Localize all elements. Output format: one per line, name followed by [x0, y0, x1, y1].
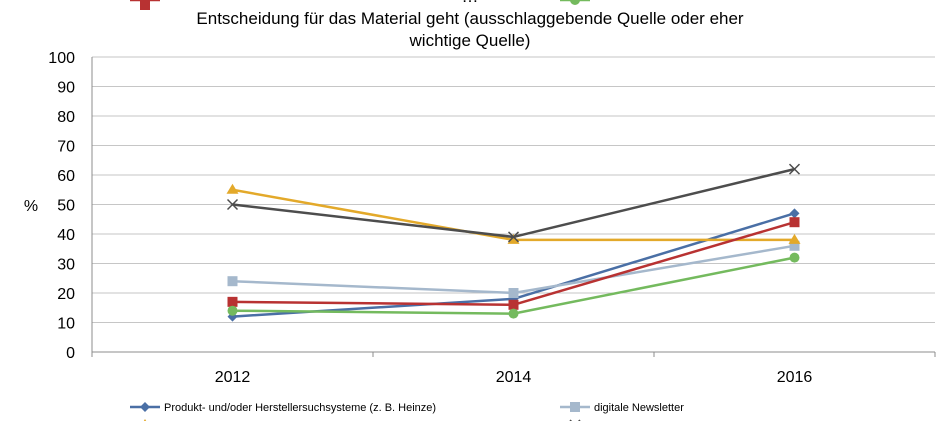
chart-title-line-3: wichtige Quelle)	[409, 31, 531, 50]
y-tick-label-40: 40	[57, 227, 75, 244]
x-marker-stroke	[507, 231, 520, 243]
y-tick-label-70: 70	[57, 139, 75, 156]
series-5-point-2016	[789, 217, 800, 228]
series-1-point-2016	[789, 208, 800, 219]
y-tick-labels: 0 10 20 30 40 50 60 70 80 90 100	[48, 50, 75, 362]
legend-item-2: digitale Newsletter	[560, 402, 684, 414]
y-tick-label-50: 50	[57, 198, 75, 215]
series-4	[226, 163, 801, 243]
x-tick-label-2016: 2016	[777, 369, 813, 386]
series-6	[227, 252, 800, 319]
legend-marker	[140, 402, 150, 412]
legend-item-1: Produkt- und/oder Herstellersuchsysteme …	[130, 402, 436, 414]
x-marker-stroke	[226, 198, 239, 211]
y-tick-label-0: 0	[66, 345, 75, 362]
legend-label: digitale Newsletter	[594, 402, 684, 414]
series-6-point-2012	[227, 305, 238, 316]
chart-title-line-1: …	[120, 0, 820, 8]
series-lines	[226, 163, 801, 322]
series-2-point-2014	[508, 288, 519, 298]
x-tick-label-2012: 2012	[215, 369, 251, 386]
series-4-point-2014	[507, 231, 520, 243]
series-3-point-2014	[507, 233, 520, 244]
series-2-line	[232, 244, 795, 295]
y-tick-label-80: 80	[57, 109, 75, 126]
legend-item-5	[130, 0, 160, 10]
legend-marker	[570, 0, 580, 5]
series-5	[227, 217, 800, 310]
series-5-point-2012	[227, 296, 238, 307]
series-3-point-2012	[226, 183, 239, 194]
series-6-point-2016	[789, 252, 800, 263]
series-3	[226, 183, 801, 244]
y-tick-label-10: 10	[57, 316, 75, 333]
y-axis-label: %	[24, 198, 38, 215]
chart-title-line-2: Entscheidung für das Material geht (auss…	[196, 9, 744, 28]
legend: Produkt- und/oder Herstellersuchsysteme …	[130, 0, 684, 421]
series-6-point-2014	[508, 308, 519, 319]
series-2	[227, 240, 800, 298]
legend-label: Produkt- und/oder Herstellersuchsysteme …	[164, 402, 436, 414]
y-tick-label-90: 90	[57, 80, 75, 97]
series-4-line	[232, 167, 795, 239]
y-tick-label-60: 60	[57, 168, 75, 185]
legend-marker	[140, 0, 150, 10]
x-marker-stroke	[788, 163, 801, 175]
y-tick-label-20: 20	[57, 286, 75, 303]
chart-title: … Entscheidung für das Material geht (au…	[120, 0, 820, 52]
series-4-point-2016	[788, 163, 801, 175]
series-5-point-2014	[508, 299, 519, 310]
series-2-point-2012	[227, 276, 238, 287]
x-tick-labels: 2012 2014 2016	[215, 369, 813, 386]
gridlines	[91, 56, 936, 357]
series-4-point-2012	[226, 198, 239, 211]
y-tick-label-100: 100	[48, 50, 75, 67]
y-tick-label-30: 30	[57, 257, 75, 274]
series-2-point-2016	[789, 240, 800, 251]
x-tick-label-2014: 2014	[496, 369, 532, 386]
series-3-point-2016	[788, 233, 801, 244]
legend-marker	[570, 402, 580, 412]
legend-item-6	[560, 0, 590, 5]
